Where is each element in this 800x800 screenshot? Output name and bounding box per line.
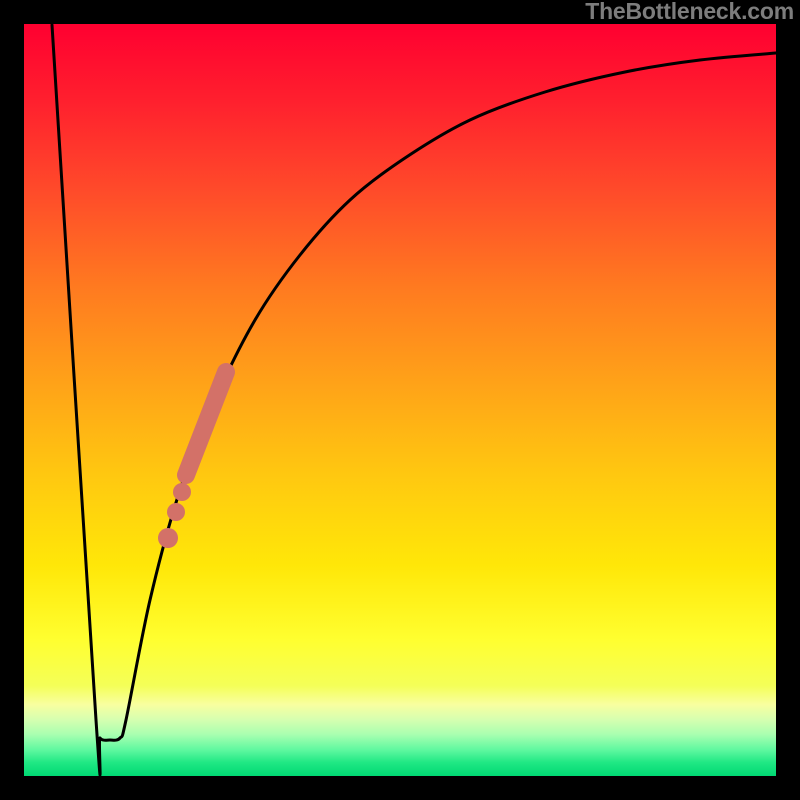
bottleneck-curve-chart [0, 0, 800, 800]
bottleneck-curve [52, 25, 776, 775]
highlight-dot [167, 503, 185, 521]
highlight-segment [186, 372, 226, 475]
highlight-dot [158, 528, 178, 548]
chart-frame: TheBottleneck.com [0, 0, 800, 800]
watermark-text: TheBottleneck.com [585, 0, 794, 25]
highlight-dot [173, 483, 191, 501]
